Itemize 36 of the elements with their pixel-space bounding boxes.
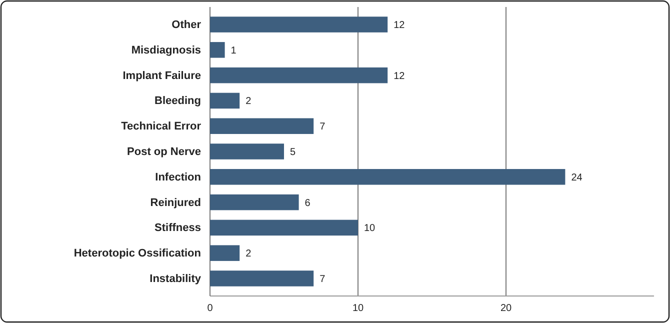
bar [210, 270, 314, 286]
y-tick-label: Infection [155, 171, 202, 184]
bar [210, 220, 358, 236]
data-label: 7 [320, 122, 326, 133]
bar [210, 169, 566, 185]
data-label: 10 [364, 223, 376, 234]
data-label: 2 [246, 96, 252, 108]
bar [210, 245, 240, 261]
y-tick-label: Reinjured [150, 196, 201, 209]
y-tick-label: Implant Failure [122, 70, 201, 82]
y-tick-label: Bleeding [154, 95, 201, 108]
x-tick-label: 0 [207, 303, 214, 314]
y-tick-label: Stiffness [154, 222, 201, 234]
x-tick-label: 20 [500, 303, 512, 314]
data-label: 12 [394, 70, 406, 82]
bar [210, 16, 388, 32]
data-label: 24 [571, 172, 583, 184]
y-tick-label: Technical Error [121, 120, 202, 133]
y-tick-label: Instability [150, 272, 202, 285]
data-label: 7 [320, 274, 326, 285]
bar [210, 194, 299, 210]
y-tick-label: Post op Nerve [127, 146, 201, 158]
y-tick-label: Other [172, 19, 202, 32]
y-tick-label: Misdiagnosis [131, 44, 201, 56]
data-label: 2 [246, 248, 252, 260]
data-label: 1 [230, 45, 237, 56]
bar [210, 144, 284, 160]
bar [210, 118, 314, 134]
data-label: 12 [394, 20, 406, 32]
data-label: 5 [290, 147, 296, 158]
bar [210, 92, 240, 109]
bar [210, 42, 225, 58]
y-tick-label: Heterotopic Ossification [74, 248, 202, 260]
x-tick-label: 10 [352, 303, 364, 314]
data-label: 6 [304, 198, 311, 209]
bar [210, 67, 388, 84]
